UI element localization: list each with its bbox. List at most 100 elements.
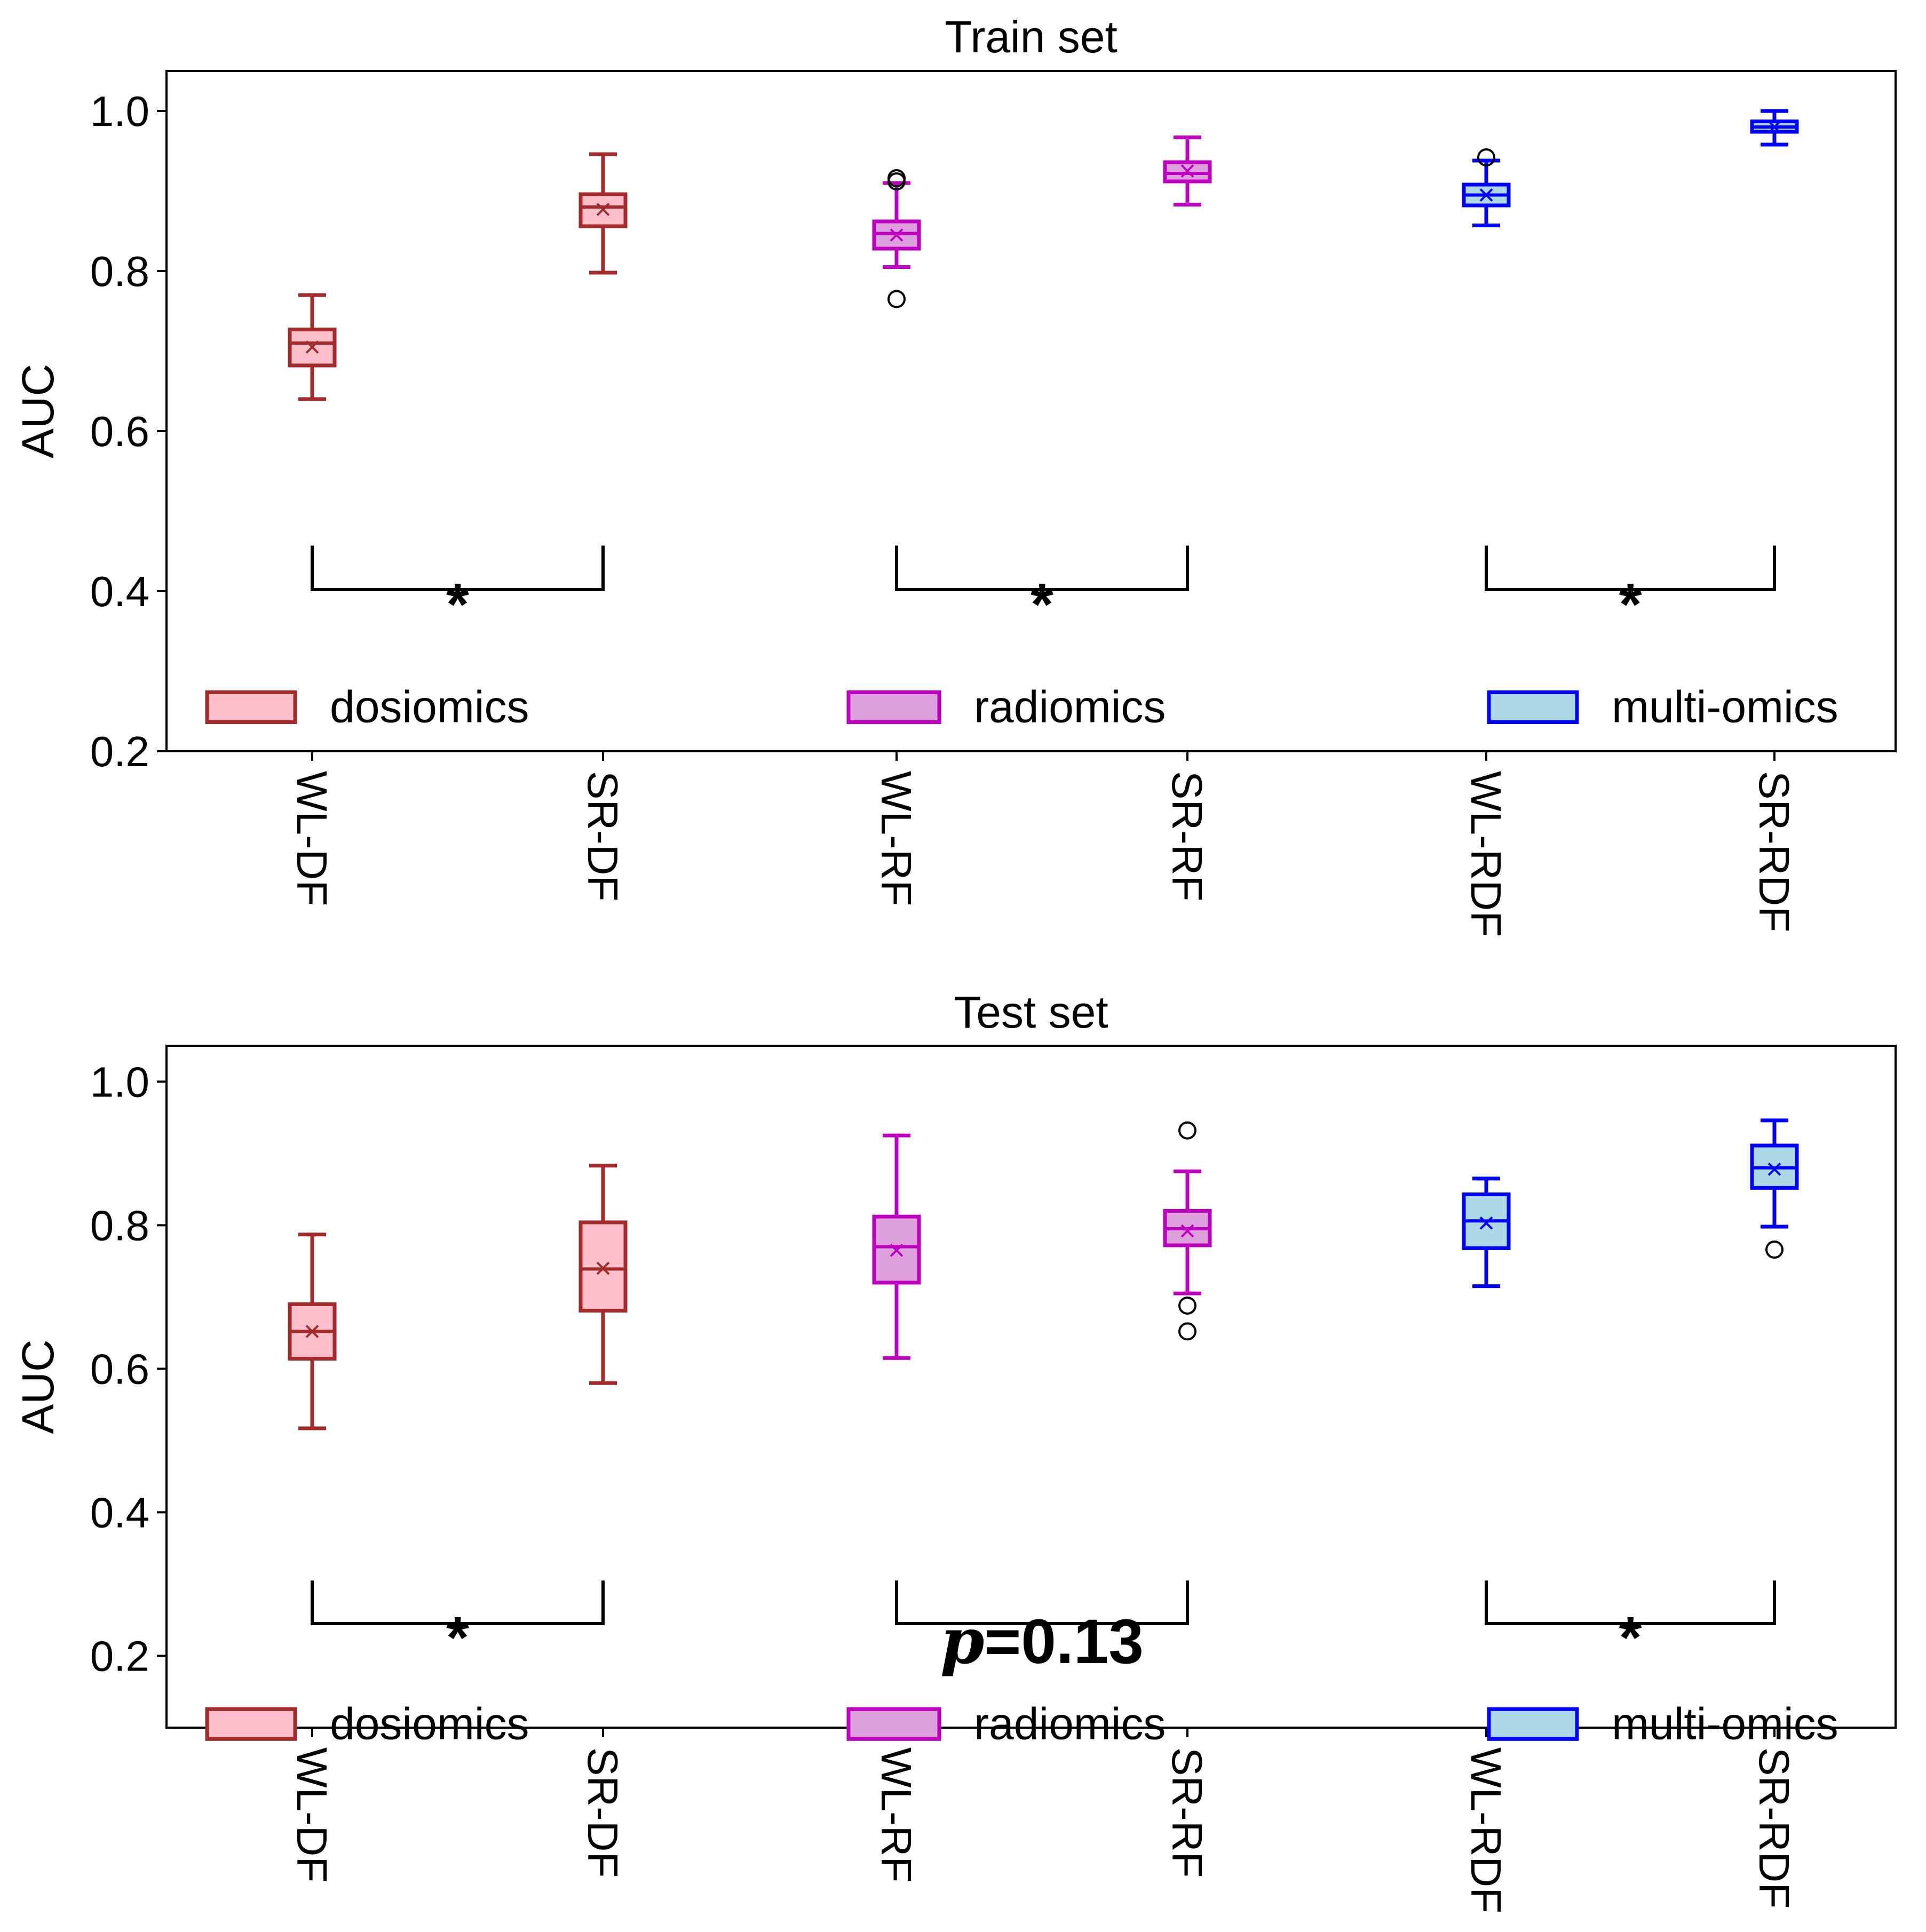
train-x-tick-label: SR-DF [579, 771, 627, 901]
train-x-tick-label: SR-RF [1163, 771, 1211, 901]
test-box-wl-rf [872, 1133, 921, 1360]
test-y-tick-label: 0.4 [90, 1489, 149, 1536]
train-y-axis-label: AUC [13, 364, 63, 458]
test-legend-item-radiomics: radiomics [846, 1698, 1166, 1748]
significance-star: * [1031, 572, 1053, 638]
test-axes-frame [165, 1045, 1897, 1729]
outlier-point [1477, 148, 1495, 166]
test-set-panel: Test set AUC 0.2 0.4 0.6 0.8 1.0 WL-DF SR-DF WL-R… [13, 987, 1897, 1913]
train-box-wl-rdf [1462, 148, 1511, 227]
significance-star: * [446, 572, 469, 638]
outlier-point [1178, 1322, 1196, 1341]
bracket-line [895, 1580, 1189, 1625]
significance-star: * [1619, 572, 1642, 638]
test-legend-item-dosiomics: dosiomics [205, 1698, 529, 1748]
test-y-axis-label: AUC [13, 1339, 63, 1434]
mean-marker [1768, 1162, 1781, 1176]
test-significance-bracket-1: * [311, 1580, 605, 1671]
mean-marker [1479, 1216, 1493, 1230]
legend-swatch [1487, 1707, 1579, 1741]
outlier-point [887, 169, 906, 187]
legend-swatch [205, 1707, 297, 1741]
mean-marker [305, 340, 319, 354]
legend-swatch [846, 1707, 941, 1741]
test-significance-bracket-3: * [1485, 1580, 1776, 1671]
mean-marker [596, 1261, 610, 1275]
p-value-label: p=0.13 [940, 1604, 1144, 1678]
legend-swatch [1487, 690, 1579, 724]
test-x-tick-label: SR-RF [1163, 1747, 1211, 1878]
legend-label: multi-omics [1612, 682, 1838, 732]
legend-label: radiomics [974, 682, 1166, 732]
test-x-tick-label: WL-DF [288, 1747, 336, 1882]
test-x-tick-label: WL-RF [873, 1747, 920, 1882]
test-chart-title: Test set [954, 987, 1108, 1037]
outlier-point [887, 290, 906, 308]
mean-marker [890, 1243, 903, 1257]
train-set-panel: Train set AUC 0.2 0.4 0.6 0.8 1.0 WL-DF SR-DF WL-… [13, 12, 1897, 937]
bracket-line [311, 545, 605, 591]
test-box-wl-df [288, 1233, 337, 1430]
bracket-line [1485, 545, 1776, 591]
significance-star: * [446, 1605, 469, 1671]
train-axes-frame [165, 70, 1897, 752]
train-x-tick-label: WL-RDF [1462, 771, 1510, 937]
mean-marker [890, 228, 903, 242]
test-box-sr-rdf [1750, 1118, 1799, 1259]
test-legend-item-multi-omics: multi-omics [1487, 1698, 1838, 1748]
train-box-wl-df [288, 293, 337, 401]
test-box-sr-rf [1163, 1121, 1212, 1341]
legend-label: dosiomics [330, 1698, 529, 1748]
mean-marker [1768, 120, 1781, 134]
train-significance-bracket-1: * [311, 545, 605, 638]
train-box-wl-rf [872, 169, 921, 308]
test-y-tick-label: 1.0 [90, 1058, 149, 1106]
train-y-tick-label: 0.4 [90, 568, 149, 615]
bracket-line [895, 545, 1189, 591]
legend-label: radiomics [974, 1698, 1166, 1748]
train-legend-item-multi-omics: multi-omics [1487, 682, 1838, 732]
legend-swatch [846, 690, 941, 724]
train-significance-bracket-3: * [1485, 545, 1776, 638]
mean-marker [1180, 164, 1194, 178]
train-chart-title: Train set [945, 12, 1117, 62]
legend-label: dosiomics [330, 682, 529, 732]
outlier-point [1178, 1296, 1196, 1315]
mean-marker [1180, 1224, 1194, 1238]
test-x-tick-label: SR-RDF [1750, 1747, 1798, 1909]
test-significance-bracket-2: p=0.13 [895, 1580, 1189, 1678]
mean-marker [596, 203, 610, 216]
train-significance-bracket-2: * [895, 545, 1189, 638]
test-x-tick-label: WL-RDF [1462, 1747, 1510, 1913]
p-value: =0.13 [984, 1607, 1144, 1677]
train-y-tick-label: 0.8 [90, 248, 149, 295]
train-box-sr-rf [1163, 136, 1212, 206]
train-y-tick-label: 0.6 [90, 408, 149, 455]
test-box-wl-rdf [1462, 1176, 1511, 1289]
train-x-tick-label: WL-DF [288, 771, 336, 906]
outlier-point [1178, 1121, 1196, 1140]
mean-marker [1479, 188, 1493, 202]
train-x-tick-label: WL-RF [873, 771, 920, 906]
test-x-tick-label: SR-DF [579, 1747, 627, 1878]
bracket-line [1485, 1580, 1776, 1625]
test-y-tick-label: 0.8 [90, 1202, 149, 1249]
test-box-sr-df [578, 1164, 628, 1385]
train-legend-item-dosiomics: dosiomics [205, 682, 529, 732]
box-body [578, 1220, 628, 1313]
significance-star: * [1619, 1605, 1642, 1671]
outlier-point [1765, 1241, 1784, 1259]
p-symbol: p [940, 1604, 985, 1678]
test-y-tick-label: 0.2 [90, 1632, 149, 1680]
test-y-tick-label: 0.6 [90, 1345, 149, 1393]
mean-marker [305, 1324, 319, 1338]
legend-swatch [205, 690, 297, 724]
train-x-tick-label: SR-RDF [1750, 771, 1798, 932]
train-box-sr-rdf [1750, 109, 1799, 147]
train-box-sr-df [578, 152, 628, 275]
train-legend-item-radiomics: radiomics [846, 682, 1166, 732]
legend-label: multi-omics [1612, 1698, 1838, 1748]
train-y-tick-label: 0.2 [90, 728, 149, 775]
train-y-tick-label: 1.0 [90, 88, 149, 135]
